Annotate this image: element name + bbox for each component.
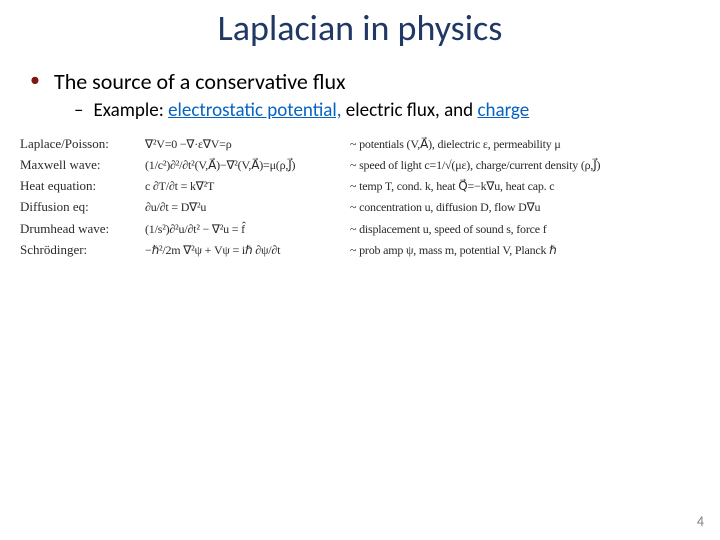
- equation-row: Laplace/Poisson: ∇²V=0 −∇·ε∇V=ρ ~ potent…: [20, 134, 720, 154]
- row-label: Schrödinger:: [20, 240, 145, 260]
- equation-row: Diffusion eq: ∂u/∂t = D∇²u ~ concentrati…: [20, 197, 720, 217]
- row-label: Heat equation:: [20, 176, 145, 196]
- equation-row: Drumhead wave: (1/s²)∂²u/∂t² − ∇²u = f̂ …: [20, 219, 720, 239]
- slide: Laplacian in physics • The source of a c…: [0, 0, 720, 540]
- equation-row: Maxwell wave: (1/c²)∂²/∂t²(V,A⃗)−∇²(V,A⃗…: [20, 155, 720, 175]
- row-equation: ∂u/∂t = D∇²u: [145, 198, 350, 217]
- link-electrostatic-potential[interactable]: electrostatic potential,: [168, 99, 341, 122]
- row-equation: (1/c²)∂²/∂t²(V,A⃗)−∇²(V,A⃗)=μ(ρ,J⃗): [145, 156, 350, 175]
- row-equation: ∇²V=0 −∇·ε∇V=ρ: [145, 135, 350, 154]
- row-desc: ~ temp T, cond. k, heat Q⃗=−k∇u, heat ca…: [350, 177, 720, 196]
- row-label: Maxwell wave:: [20, 155, 145, 175]
- bullet-level-2: – Example: electrostatic potential, elec…: [74, 99, 720, 122]
- equation-row: Heat equation: c ∂T/∂t = k∇²T ~ temp T, …: [20, 176, 720, 196]
- row-label: Drumhead wave:: [20, 219, 145, 239]
- row-equation: (1/s²)∂²u/∂t² − ∇²u = f̂: [145, 220, 350, 239]
- row-desc: ~ speed of light c=1/√(με), charge/curre…: [350, 156, 720, 175]
- bullet-2-text: Example: electrostatic potential, electr…: [93, 99, 529, 122]
- bullet-dash-icon: –: [74, 99, 83, 122]
- row-equation: −ℏ²/2m ∇²ψ + Vψ = iℏ ∂ψ/∂t: [145, 241, 350, 260]
- row-desc: ~ potentials (V,A⃗), dielectric ε, perme…: [350, 135, 720, 154]
- row-desc: ~ concentration u, diffusion D, flow D∇u: [350, 198, 720, 217]
- row-equation: c ∂T/∂t = k∇²T: [145, 177, 350, 196]
- link-charge[interactable]: charge: [477, 99, 529, 122]
- bullet-1-text: The source of a conservative flux: [54, 68, 346, 95]
- row-desc: ~ prob amp ψ, mass m, potential V, Planc…: [350, 241, 720, 260]
- example-prefix: Example:: [93, 99, 168, 122]
- example-mid: electric flux: [342, 99, 436, 122]
- row-label: Laplace/Poisson:: [20, 134, 145, 154]
- row-label: Diffusion eq:: [20, 197, 145, 217]
- page-number: 4: [697, 513, 704, 530]
- bullet-dot-icon: •: [30, 68, 40, 92]
- row-desc: ~ displacement u, speed of sound s, forc…: [350, 220, 720, 239]
- page-title: Laplacian in physics: [0, 0, 720, 50]
- equation-row: Schrödinger: −ℏ²/2m ∇²ψ + Vψ = iℏ ∂ψ/∂t …: [20, 240, 720, 260]
- bullet-level-1: • The source of a conservative flux: [30, 68, 720, 95]
- equations-block: Laplace/Poisson: ∇²V=0 −∇·ε∇V=ρ ~ potent…: [20, 134, 720, 260]
- example-post: , and: [435, 99, 477, 122]
